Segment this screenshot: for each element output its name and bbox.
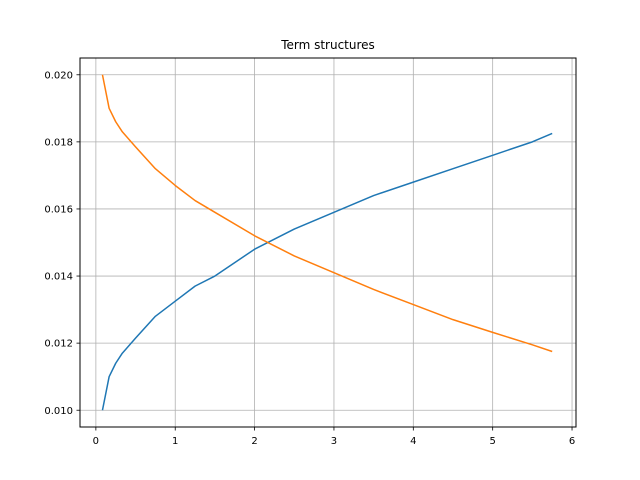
y-tick-label: 0.020 [44,70,73,81]
series-layer [101,74,553,411]
y-tick-label: 0.016 [44,205,73,216]
grid [80,58,576,427]
x-tick-label: 1 [172,436,178,447]
x-tick-label: 4 [410,436,416,447]
y-tick-label: 0.010 [44,406,73,417]
x-tick-label: 5 [489,436,495,447]
series-line-2 [101,74,553,353]
axes-ticks: 0 1 2 3 4 5 6 0.010 0.012 0.014 0.016 0.018 0.020 [44,70,575,447]
y-tick-label: 0.014 [44,272,73,283]
plot-frame [79,57,577,428]
series-line-1 [101,132,553,411]
x-tick-label: 0 [93,436,99,447]
x-tick-label: 6 [569,436,575,447]
chart-title: Term structures [280,38,375,52]
y-tick-label: 0.012 [44,339,73,350]
x-tick-label: 3 [331,436,337,447]
y-tick-label: 0.018 [44,137,73,148]
x-tick-label: 2 [251,436,257,447]
